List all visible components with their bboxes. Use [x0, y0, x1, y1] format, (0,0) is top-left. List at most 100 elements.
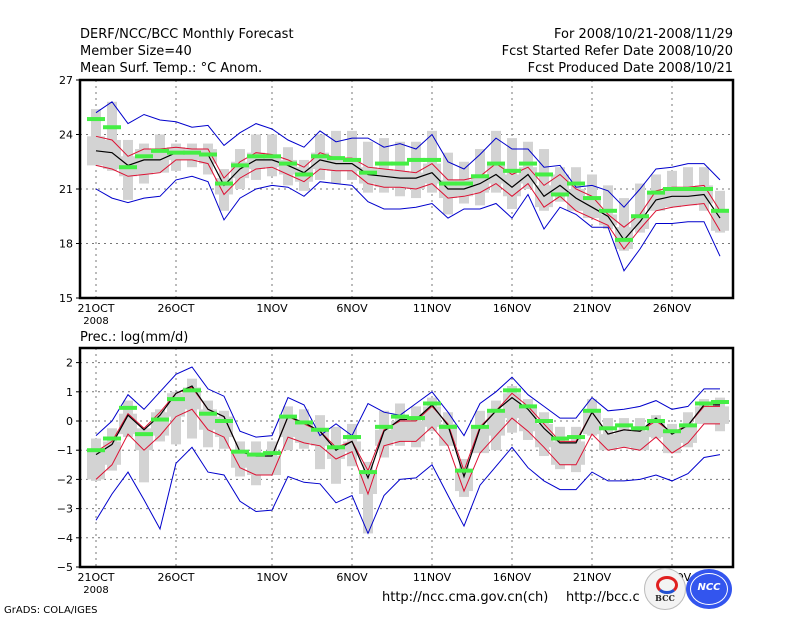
precip-quartile-box	[535, 423, 553, 448]
temp-quartile-box	[503, 174, 521, 197]
temp-observed-marker	[695, 187, 713, 191]
temp-range-bar	[587, 174, 597, 215]
temp-quartile-box	[151, 149, 169, 173]
temp-observed-marker	[615, 237, 633, 242]
temp-observed-marker	[567, 181, 585, 186]
precip-observed-marker	[119, 405, 137, 410]
precip-range-bar	[363, 461, 373, 534]
precip-observed-marker	[487, 408, 505, 413]
precip-observed-marker	[615, 423, 633, 428]
grads-credit: GrADS: COLA/IGES	[4, 605, 98, 616]
precip-observed-marker	[439, 424, 457, 429]
temp-range-bar	[507, 138, 517, 209]
temp-observed-marker	[647, 190, 665, 195]
precip-observed-marker	[263, 451, 281, 456]
temp-range-bar	[683, 167, 693, 202]
temp-quartile-box	[711, 210, 729, 231]
precip-observed-marker	[679, 423, 697, 428]
chart-title: DERF/NCC/BCC Monthly Forecast	[80, 27, 294, 42]
temp-range-bar	[539, 149, 549, 211]
temp-xtick-label: 1NOV	[256, 302, 288, 315]
precip-xtick-label: 11NOV	[413, 571, 452, 584]
temp-quartile-box	[391, 170, 409, 188]
temp-observed-marker	[167, 150, 185, 155]
temp-observed-marker	[551, 192, 569, 197]
temp-ytick-label: 27	[59, 74, 73, 87]
precip-quartile-box	[295, 423, 313, 443]
temp-observed-marker	[231, 163, 249, 168]
precip-quartile-box	[647, 421, 665, 438]
ncc-url-link[interactable]: http://ncc.cma.gov.cn(ch)	[382, 590, 549, 605]
precip-observed-marker	[311, 427, 329, 432]
precip-quartile-box	[423, 406, 441, 427]
precip-ytick-label: 1	[66, 386, 73, 399]
precip-observed-marker	[215, 419, 233, 423]
temp-observed-marker	[359, 170, 377, 175]
precip-quartile-box	[327, 447, 345, 459]
precip-quartile-box	[359, 470, 377, 494]
temp-quartile-box	[215, 178, 233, 195]
precip-observed-marker	[135, 432, 153, 437]
forecast-produced-date: Fcst Produced Date 2008/10/21	[527, 61, 733, 76]
precip-ytick-label: −4	[57, 532, 73, 545]
ncc-logo-text: NCC	[697, 582, 721, 593]
precip-observed-marker	[279, 414, 297, 419]
forecast-started-date: Fcst Started Refer Date 2008/10/20	[501, 44, 733, 59]
precip-observed-marker	[183, 388, 201, 393]
precip-quartile-box	[279, 416, 297, 438]
precip-observed-marker	[647, 419, 665, 423]
precip-quartile-box	[567, 441, 585, 465]
precip-observed-marker	[519, 404, 537, 409]
temp-observed-marker	[119, 165, 137, 170]
precip-quartile-box	[343, 441, 361, 452]
temp-observed-marker	[487, 161, 505, 166]
temp-observed-marker	[327, 156, 345, 161]
temp-range-bar	[395, 141, 405, 197]
temp-observed-marker	[439, 181, 457, 186]
temp-observed-marker	[663, 187, 681, 191]
temp-observed-marker	[679, 187, 697, 191]
precip-observed-marker	[535, 419, 553, 423]
precip-observed-marker	[247, 452, 265, 457]
temp-observed-marker	[407, 157, 425, 162]
temp-ytick-label: 21	[59, 183, 73, 196]
precip-xtick-label: 26OCT	[157, 571, 194, 584]
ncc-globe-icon	[690, 573, 728, 605]
precip-observed-marker	[567, 435, 585, 440]
temp-observed-marker	[295, 172, 313, 177]
temp-min-line	[95, 175, 721, 272]
temp-xtick-label: 6NOV	[336, 302, 368, 315]
temp-ytick-label: 15	[59, 292, 73, 305]
precip-observed-marker	[503, 388, 521, 393]
precip-observed-marker	[343, 435, 361, 440]
precip-quartile-box	[519, 406, 537, 432]
temp-xtick-label: 26NOV	[653, 302, 692, 315]
precip-quartile-box	[135, 428, 153, 451]
ncc-logo: NCC	[686, 569, 732, 609]
precip-observed-marker	[471, 424, 489, 429]
precip-quartile-box	[711, 406, 729, 424]
precip-observed-marker	[87, 448, 105, 453]
precip-quartile-box	[631, 431, 649, 451]
precip-quartile-box	[87, 451, 105, 480]
temp-range-bar	[91, 109, 101, 151]
precip-quartile-box	[663, 432, 681, 454]
precip-observed-marker	[711, 400, 729, 405]
precip-quartile-box	[167, 393, 185, 417]
precip-ytick-label: 0	[66, 415, 73, 428]
precip-quartile-box	[263, 456, 281, 476]
temp-year-label: 2008	[83, 316, 108, 327]
precip-quartile-box	[471, 426, 489, 454]
precip-quartile-box	[503, 393, 521, 419]
temp-xtick-label: 21NOV	[573, 302, 612, 315]
precip-observed-marker	[359, 470, 377, 475]
precip-observed-marker	[295, 420, 313, 425]
precip-observed-marker	[455, 468, 473, 473]
temp-upper-line	[95, 135, 721, 228]
precip-observed-marker	[231, 449, 249, 454]
temp-quartile-box	[663, 187, 681, 208]
precip-quartile-box	[615, 429, 633, 448]
precip-observed-marker	[423, 401, 441, 406]
precip-quartile-box	[247, 456, 265, 476]
bcc-url-link[interactable]: http://bcc.c	[566, 590, 640, 605]
